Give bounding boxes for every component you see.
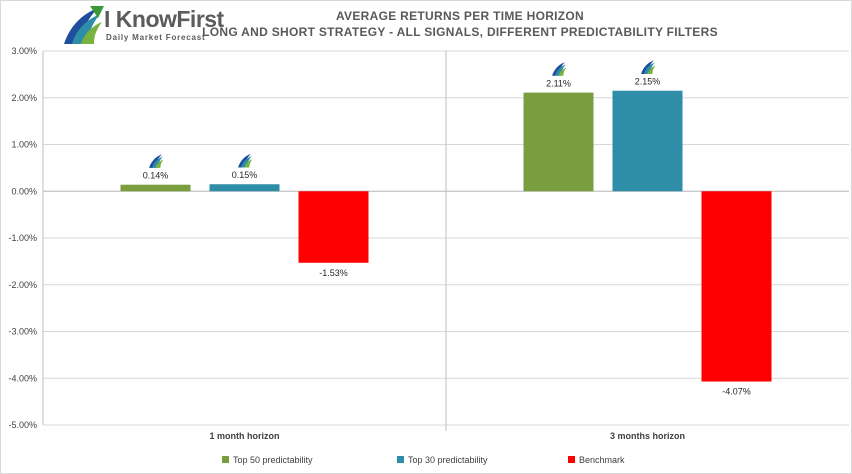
bar	[612, 90, 683, 192]
logo-marker-icon	[238, 153, 253, 168]
y-tick-label: 0.00%	[11, 186, 37, 196]
legend-label: Top 30 predictability	[408, 455, 488, 465]
y-tick-label: -1.00%	[8, 233, 37, 243]
bar	[209, 184, 280, 192]
legend-label: Top 50 predictability	[233, 455, 313, 465]
logo-tagline: Daily Market Forecast	[106, 33, 206, 42]
legend-item: Benchmark	[568, 455, 625, 465]
data-label: 2.11%	[546, 79, 571, 89]
y-tick-label: -4.00%	[8, 373, 37, 383]
legend-swatch	[397, 456, 404, 463]
logo-marker-icon	[641, 60, 656, 74]
y-tick-label: -2.00%	[8, 280, 37, 290]
logo-marker-icon	[149, 154, 164, 168]
bar	[120, 184, 191, 192]
y-tick-label: -5.00%	[8, 420, 37, 430]
logo-name: I KnowFirst	[104, 6, 224, 32]
bar	[298, 191, 369, 263]
legend-item: Top 30 predictability	[397, 455, 488, 465]
logo-marker-icon	[552, 62, 567, 76]
chart-subtitle: LONG AND SHORT STRATEGY - ALL SIGNALS, D…	[202, 25, 718, 39]
bar	[701, 191, 772, 382]
legend-swatch	[568, 456, 575, 463]
legend-item: Top 50 predictability	[222, 455, 313, 465]
data-label: -4.07%	[722, 387, 751, 397]
y-tick-label: 1.00%	[11, 140, 37, 150]
y-tick-label: 2.00%	[11, 93, 37, 103]
legend-label: Benchmark	[579, 455, 625, 465]
data-label: 0.15%	[232, 170, 258, 180]
y-tick-label: 3.00%	[11, 46, 37, 56]
logo: I KnowFirst Daily Market Forecast	[60, 4, 224, 48]
chart-title: AVERAGE RETURNS PER TIME HORIZON	[335, 9, 585, 23]
data-label: 2.15%	[635, 77, 661, 87]
data-label: -1.53%	[319, 268, 348, 278]
data-label: 0.14%	[143, 171, 169, 181]
legend-swatch	[222, 456, 229, 463]
x-category-label: 3 months horizon	[610, 431, 685, 441]
y-tick-label: -3.00%	[8, 327, 37, 337]
legend: Top 50 predictability Top 30 predictabili…	[0, 455, 852, 469]
x-category-label: 1 month horizon	[210, 431, 280, 441]
logo-mark-icon	[64, 6, 104, 44]
bar	[523, 92, 594, 192]
